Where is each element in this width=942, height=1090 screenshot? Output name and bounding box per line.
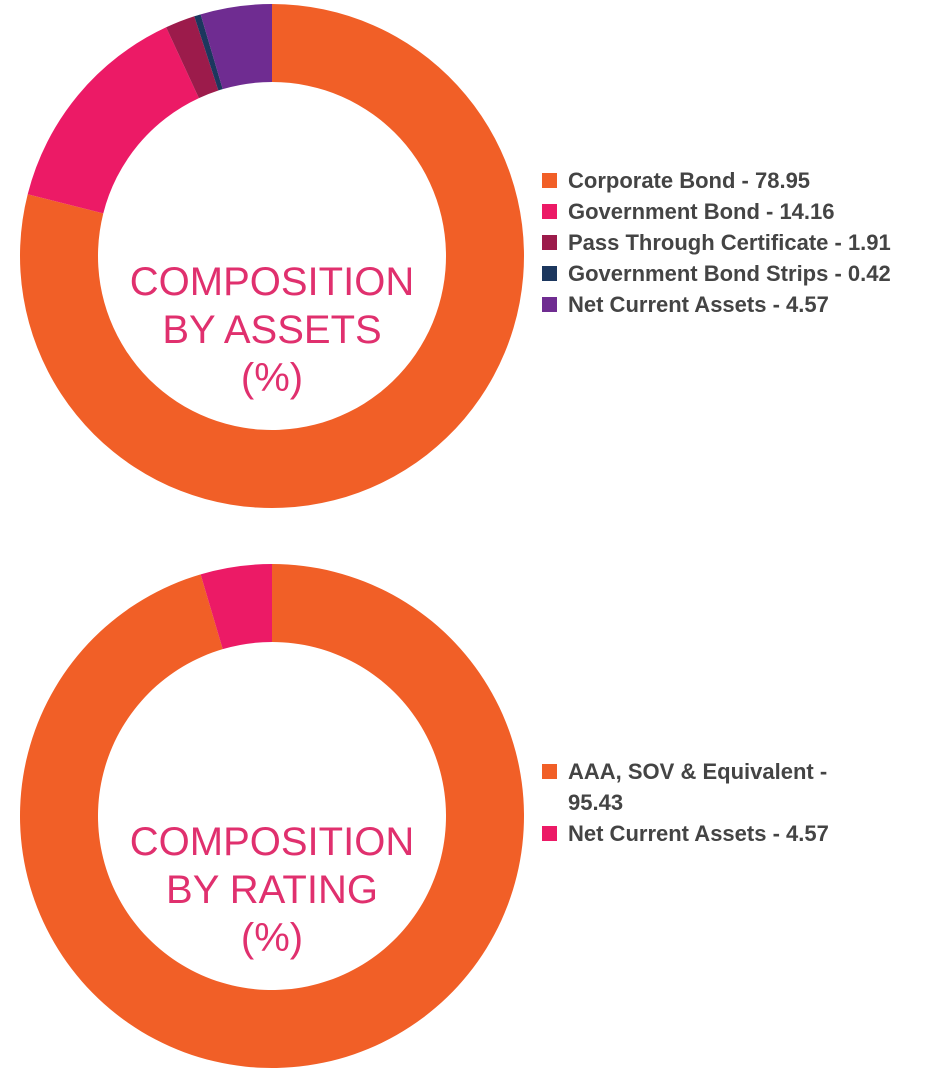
title-line: COMPOSITION — [129, 260, 415, 304]
legend-item: Government Bond - 14.16 — [542, 196, 942, 227]
legend-swatch — [542, 173, 557, 188]
legend-label: Pass Through Certificate - 1.91 — [568, 230, 891, 255]
slice-net-current-assets — [200, 3, 272, 90]
legend-item: Pass Through Certificate - 1.91 — [542, 227, 942, 258]
legend-swatch — [542, 204, 557, 219]
composition-by-assets-chart: COMPOSITION BY ASSETS (%) Corporate Bond… — [0, 0, 942, 530]
legend-item: Net Current Assets - 4.57 — [542, 818, 872, 849]
chart-center-title: COMPOSITION BY ASSETS (%) — [97, 258, 447, 402]
legend-swatch — [542, 826, 557, 841]
donut-assets — [20, 3, 525, 508]
slice-government-bond-strips — [194, 14, 223, 91]
composition-by-rating-chart: COMPOSITION BY RATING (%) AAA, SOV & Equ… — [0, 560, 942, 1090]
legend-label: Corporate Bond - 78.95 — [568, 168, 811, 193]
legend-swatch — [542, 235, 557, 250]
slice-net-current-assets — [200, 564, 272, 650]
legend-item: Government Bond Strips - 0.42 — [542, 258, 942, 289]
legend-item: Net Current Assets - 4.57 — [542, 289, 942, 320]
legend-label: Net Current Assets - 4.57 — [568, 821, 829, 846]
slice-aaa-sov-equivalent — [19, 564, 524, 1068]
legend-swatch — [542, 297, 557, 312]
legend: Corporate Bond - 78.95 Government Bond - … — [542, 165, 942, 320]
title-line: BY RATING — [166, 868, 378, 912]
slice-government-bond — [27, 27, 199, 214]
title-line: (%) — [240, 356, 304, 400]
legend-item: AAA, SOV & Equivalent - 95.43 — [542, 756, 872, 818]
title-line: COMPOSITION — [129, 820, 415, 864]
legend: AAA, SOV & Equivalent - 95.43 Net Current… — [542, 756, 872, 849]
title-line: (%) — [240, 916, 304, 960]
donut-rating — [19, 564, 524, 1068]
legend-swatch — [542, 266, 557, 281]
legend-item: Corporate Bond - 78.95 — [542, 165, 942, 196]
title-line: BY ASSETS — [162, 308, 382, 352]
legend-label: Net Current Assets - 4.57 — [568, 292, 829, 317]
slice-pass-through-certificate — [166, 16, 219, 99]
chart-center-title: COMPOSITION BY RATING (%) — [97, 818, 447, 962]
slice-corporate-bond — [20, 4, 525, 508]
legend-label: Government Bond - 14.16 — [568, 199, 835, 224]
legend-swatch — [542, 764, 557, 779]
legend-label: AAA, SOV & Equivalent - 95.43 — [568, 759, 828, 815]
legend-label: Government Bond Strips - 0.42 — [568, 261, 891, 286]
